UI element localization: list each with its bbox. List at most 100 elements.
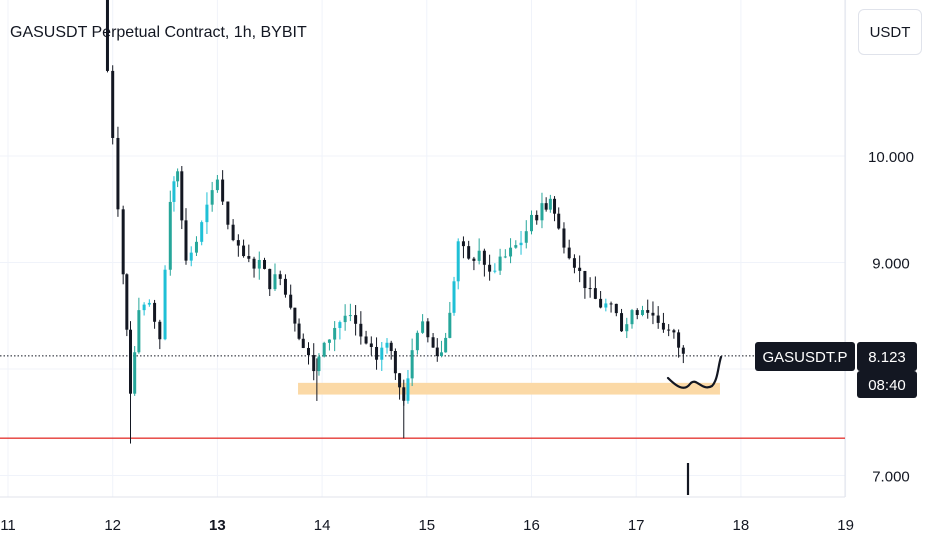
candle (593, 276, 597, 300)
candle-body (263, 259, 267, 269)
candle-body (461, 241, 465, 247)
candle (421, 314, 425, 334)
price-tick-label: 7.000 (872, 469, 910, 486)
candle-body (614, 303, 618, 314)
candle (247, 244, 251, 263)
candle-body (681, 347, 685, 354)
candle (348, 303, 352, 322)
candle (343, 304, 347, 331)
candle-body (524, 231, 528, 243)
candle-body (567, 247, 571, 259)
candle-body (312, 355, 316, 372)
candle (514, 240, 518, 249)
candle-body (364, 336, 368, 344)
candle-body (393, 350, 397, 374)
price-label-bg (857, 342, 917, 371)
candle (111, 65, 115, 145)
candle (530, 210, 533, 235)
currency-button[interactable]: USDT (858, 9, 922, 55)
candle-body (448, 312, 452, 338)
candle-body (488, 264, 492, 272)
candle (646, 299, 650, 319)
candle (482, 248, 486, 277)
candle (317, 353, 321, 376)
candle-body (503, 256, 507, 258)
candle (553, 196, 557, 222)
candle-body (176, 171, 180, 182)
candle-body (562, 228, 566, 248)
candle-body (452, 281, 456, 313)
candle (415, 330, 419, 355)
candle (667, 324, 671, 337)
candle-body (180, 171, 184, 221)
price-label: 8.123 (868, 349, 906, 366)
candle-body (578, 267, 582, 271)
candle-body (268, 268, 272, 290)
candle (567, 239, 571, 260)
candle-body (172, 181, 176, 202)
candle (431, 333, 435, 348)
candle-body (406, 378, 410, 401)
candle (221, 170, 225, 205)
candle-body (354, 315, 358, 324)
candle (472, 256, 476, 271)
candle (426, 318, 430, 343)
candle-body (111, 70, 115, 138)
candle-body (168, 201, 172, 270)
candle-body (493, 270, 497, 272)
candle-body (625, 324, 629, 332)
candle (509, 238, 513, 264)
candle (205, 192, 209, 234)
candle-body (121, 209, 125, 275)
candle (301, 333, 305, 349)
candle (389, 340, 393, 360)
candle (493, 263, 497, 274)
candle (369, 336, 373, 356)
candle (503, 249, 507, 259)
time-tick-label: 18 (733, 517, 750, 534)
candle (604, 298, 608, 312)
candle-body (247, 256, 251, 259)
time-tick-label: 16 (523, 517, 540, 534)
candle (215, 174, 219, 193)
candle-body (128, 329, 132, 394)
candle-body (257, 259, 261, 269)
candle (461, 236, 465, 259)
candle (200, 220, 204, 246)
candle-body (194, 241, 198, 253)
candle (163, 265, 167, 341)
candle-body (530, 214, 533, 232)
candle-body (306, 347, 310, 356)
candle-body (252, 258, 256, 269)
candle-body (297, 323, 301, 339)
symbol-label: GASUSDT.P (762, 349, 847, 366)
candle-body (661, 322, 665, 330)
candle (630, 308, 634, 329)
candle-body (125, 274, 129, 330)
candle (410, 338, 414, 387)
candle (142, 302, 146, 316)
candle-body (553, 198, 557, 214)
candle-body (283, 278, 287, 295)
time-tick-label: 19 (837, 517, 854, 534)
candle-body (317, 356, 321, 372)
candle-body (544, 203, 548, 210)
candle (168, 190, 172, 276)
candle (406, 369, 410, 404)
candle-body (548, 198, 552, 210)
candle-body (620, 313, 624, 332)
candle (257, 251, 261, 280)
candle-body (667, 329, 671, 331)
candle-body (210, 190, 214, 205)
candle (583, 270, 587, 299)
candle (210, 181, 214, 212)
candle (242, 239, 246, 258)
candle-body (333, 327, 337, 340)
price-tick-label: 10.000 (868, 149, 914, 166)
candle-body (369, 343, 373, 347)
candle-body (231, 224, 235, 241)
candle (147, 299, 151, 307)
candle (354, 305, 358, 336)
candle-body (385, 342, 389, 348)
